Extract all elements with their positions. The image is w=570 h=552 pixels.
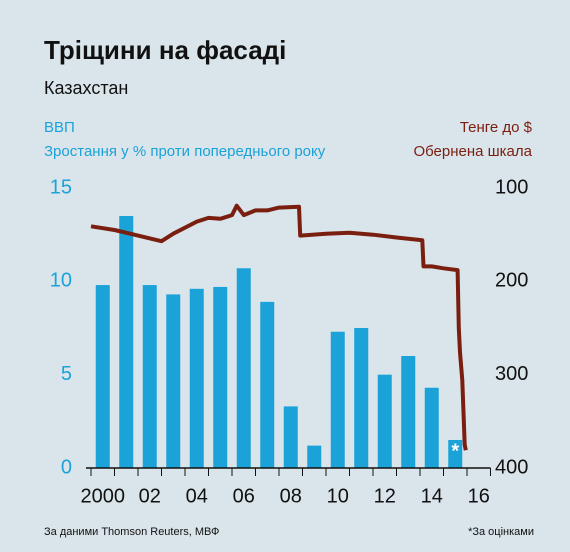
- bar: [307, 445, 322, 468]
- bar: [330, 331, 345, 468]
- bar: [424, 387, 439, 468]
- bar: [283, 406, 298, 468]
- y-tick-label: 0: [61, 456, 72, 478]
- x-tick-label: 12: [374, 485, 396, 507]
- bar: [95, 285, 110, 468]
- x-tick-label: 14: [421, 485, 443, 507]
- y-tick-label: 15: [50, 176, 72, 198]
- x-tick-label: 10: [327, 485, 349, 507]
- y-tick-label: 10: [50, 270, 72, 292]
- y2-tick-label: 100: [495, 176, 528, 198]
- x-tick-label: 2000: [81, 485, 126, 507]
- legend-bar: ВВП: [44, 119, 75, 136]
- bar: [189, 288, 204, 468]
- y2-tick-label: 200: [495, 270, 528, 292]
- footnote: *За оцінками: [468, 526, 534, 538]
- bar: [142, 285, 157, 468]
- bar: [213, 286, 228, 468]
- bar: [401, 356, 416, 468]
- y2-axis-label: Обернена шкала: [413, 143, 532, 160]
- y2-tick-label: 300: [495, 363, 528, 385]
- x-tick-label: 08: [280, 485, 302, 507]
- y-tick-label: 5: [61, 363, 72, 385]
- bar-annotation: *: [451, 440, 459, 462]
- chart-title: Тріщини на фасаді: [44, 35, 286, 65]
- x-tick-label: 04: [186, 485, 208, 507]
- bar: [236, 268, 251, 468]
- y2-tick-label: 400: [495, 456, 528, 478]
- bar: [166, 294, 181, 468]
- bar: [260, 301, 275, 468]
- chart-subtitle: Казахстан: [44, 78, 128, 98]
- bar: [448, 440, 463, 468]
- x-tick-label: 06: [233, 485, 255, 507]
- bar: [119, 216, 134, 468]
- y-axis-label: Зростання у % проти попереднього року: [44, 143, 326, 160]
- line: [90, 203, 468, 451]
- legend-line: Тенге до $: [460, 119, 533, 136]
- bar: [354, 328, 369, 468]
- bar: [377, 374, 392, 468]
- x-tick-label: 16: [468, 485, 490, 507]
- source: За даними Thomson Reuters, МВФ: [44, 526, 219, 538]
- x-tick-label: 02: [139, 485, 161, 507]
